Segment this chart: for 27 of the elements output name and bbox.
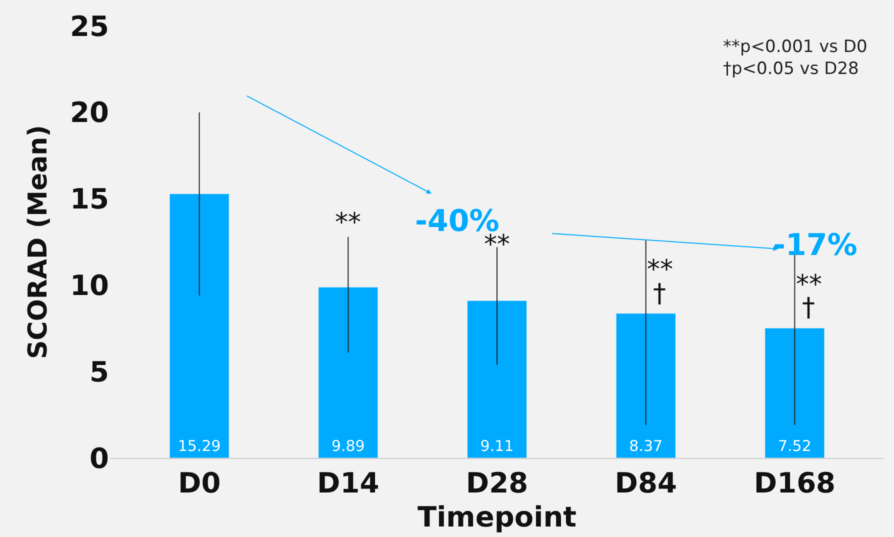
- bar: [466, 300, 528, 458]
- data-label: 8.37: [629, 437, 663, 455]
- annotation: **p<0.001 vs D0 †p<0.05 vs D28: [723, 37, 868, 80]
- x-tick-label: D14: [317, 466, 380, 500]
- x-tick-label: D168: [754, 466, 836, 500]
- y-axis-title: SCORAD (Mean): [23, 124, 54, 360]
- bar: [764, 328, 825, 458]
- data-label: 15.29: [178, 437, 221, 455]
- annotation: -17%: [773, 228, 858, 263]
- y-tick-label: 0: [90, 442, 109, 475]
- x-tick-label: D28: [466, 466, 528, 500]
- x-tick-label: D0: [178, 466, 221, 500]
- data-label: 9.11: [480, 437, 514, 455]
- annotation: **: [335, 208, 361, 238]
- bar: [169, 194, 230, 458]
- y-tick-label: 15: [70, 182, 109, 216]
- x-axis-title: Timepoint: [417, 500, 577, 534]
- y-tick-label: 5: [90, 355, 109, 388]
- y-tick-label: 20: [70, 96, 109, 130]
- bar: [318, 286, 378, 458]
- data-label: 7.52: [778, 437, 812, 455]
- y-tick-label: 10: [70, 269, 109, 302]
- annotation: †: [653, 279, 666, 309]
- x-tick-label: D84: [614, 466, 677, 500]
- bar: [616, 313, 676, 458]
- data-label: 9.89: [331, 437, 365, 455]
- y-tick-label: 25: [70, 10, 109, 43]
